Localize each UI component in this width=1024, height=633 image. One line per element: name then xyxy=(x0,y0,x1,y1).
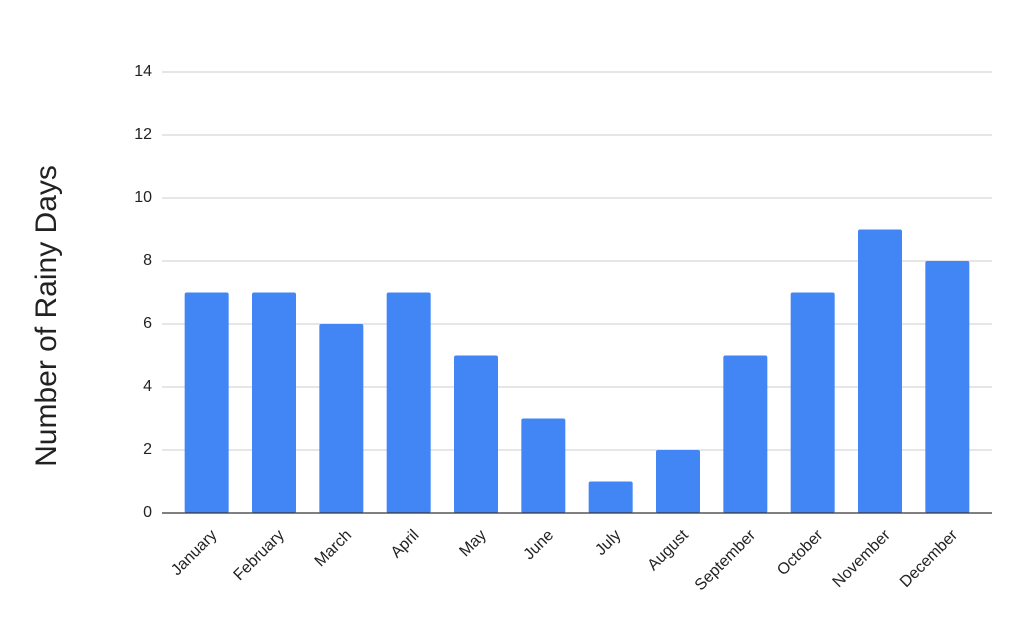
bar xyxy=(858,229,902,513)
x-tick-label: September xyxy=(692,526,760,594)
y-tick-label: 4 xyxy=(143,378,152,395)
x-tick-label: March xyxy=(312,527,355,570)
x-tick-label: July xyxy=(592,527,624,559)
y-tick-label: 14 xyxy=(134,63,152,80)
x-tick-label: January xyxy=(168,527,220,579)
y-tick-label: 2 xyxy=(143,441,152,458)
x-tick-label: June xyxy=(521,527,558,564)
x-tick-label: April xyxy=(388,527,423,562)
x-tick-label: November xyxy=(830,526,895,591)
bar xyxy=(184,292,229,513)
bar xyxy=(925,261,970,513)
y-tick-label: 12 xyxy=(134,126,152,143)
bar xyxy=(723,355,768,513)
y-tick-label: 8 xyxy=(143,252,152,269)
x-tick-label: February xyxy=(231,527,288,584)
bar xyxy=(588,481,633,513)
bar xyxy=(454,355,498,513)
x-tick-label: May xyxy=(456,527,489,560)
bar xyxy=(790,292,835,513)
bar xyxy=(252,292,296,513)
y-tick-label: 6 xyxy=(143,315,152,332)
x-tick-label: December xyxy=(897,526,962,591)
x-tick-label: August xyxy=(645,526,693,574)
bar xyxy=(656,450,700,513)
x-tick-label: October xyxy=(774,526,827,579)
y-axis-label: Number of Rainy Days xyxy=(30,165,63,467)
y-tick-label: 0 xyxy=(143,504,152,521)
bar xyxy=(386,292,431,513)
y-tick-label: 10 xyxy=(134,189,152,206)
bar xyxy=(521,418,566,513)
bar xyxy=(319,324,364,513)
